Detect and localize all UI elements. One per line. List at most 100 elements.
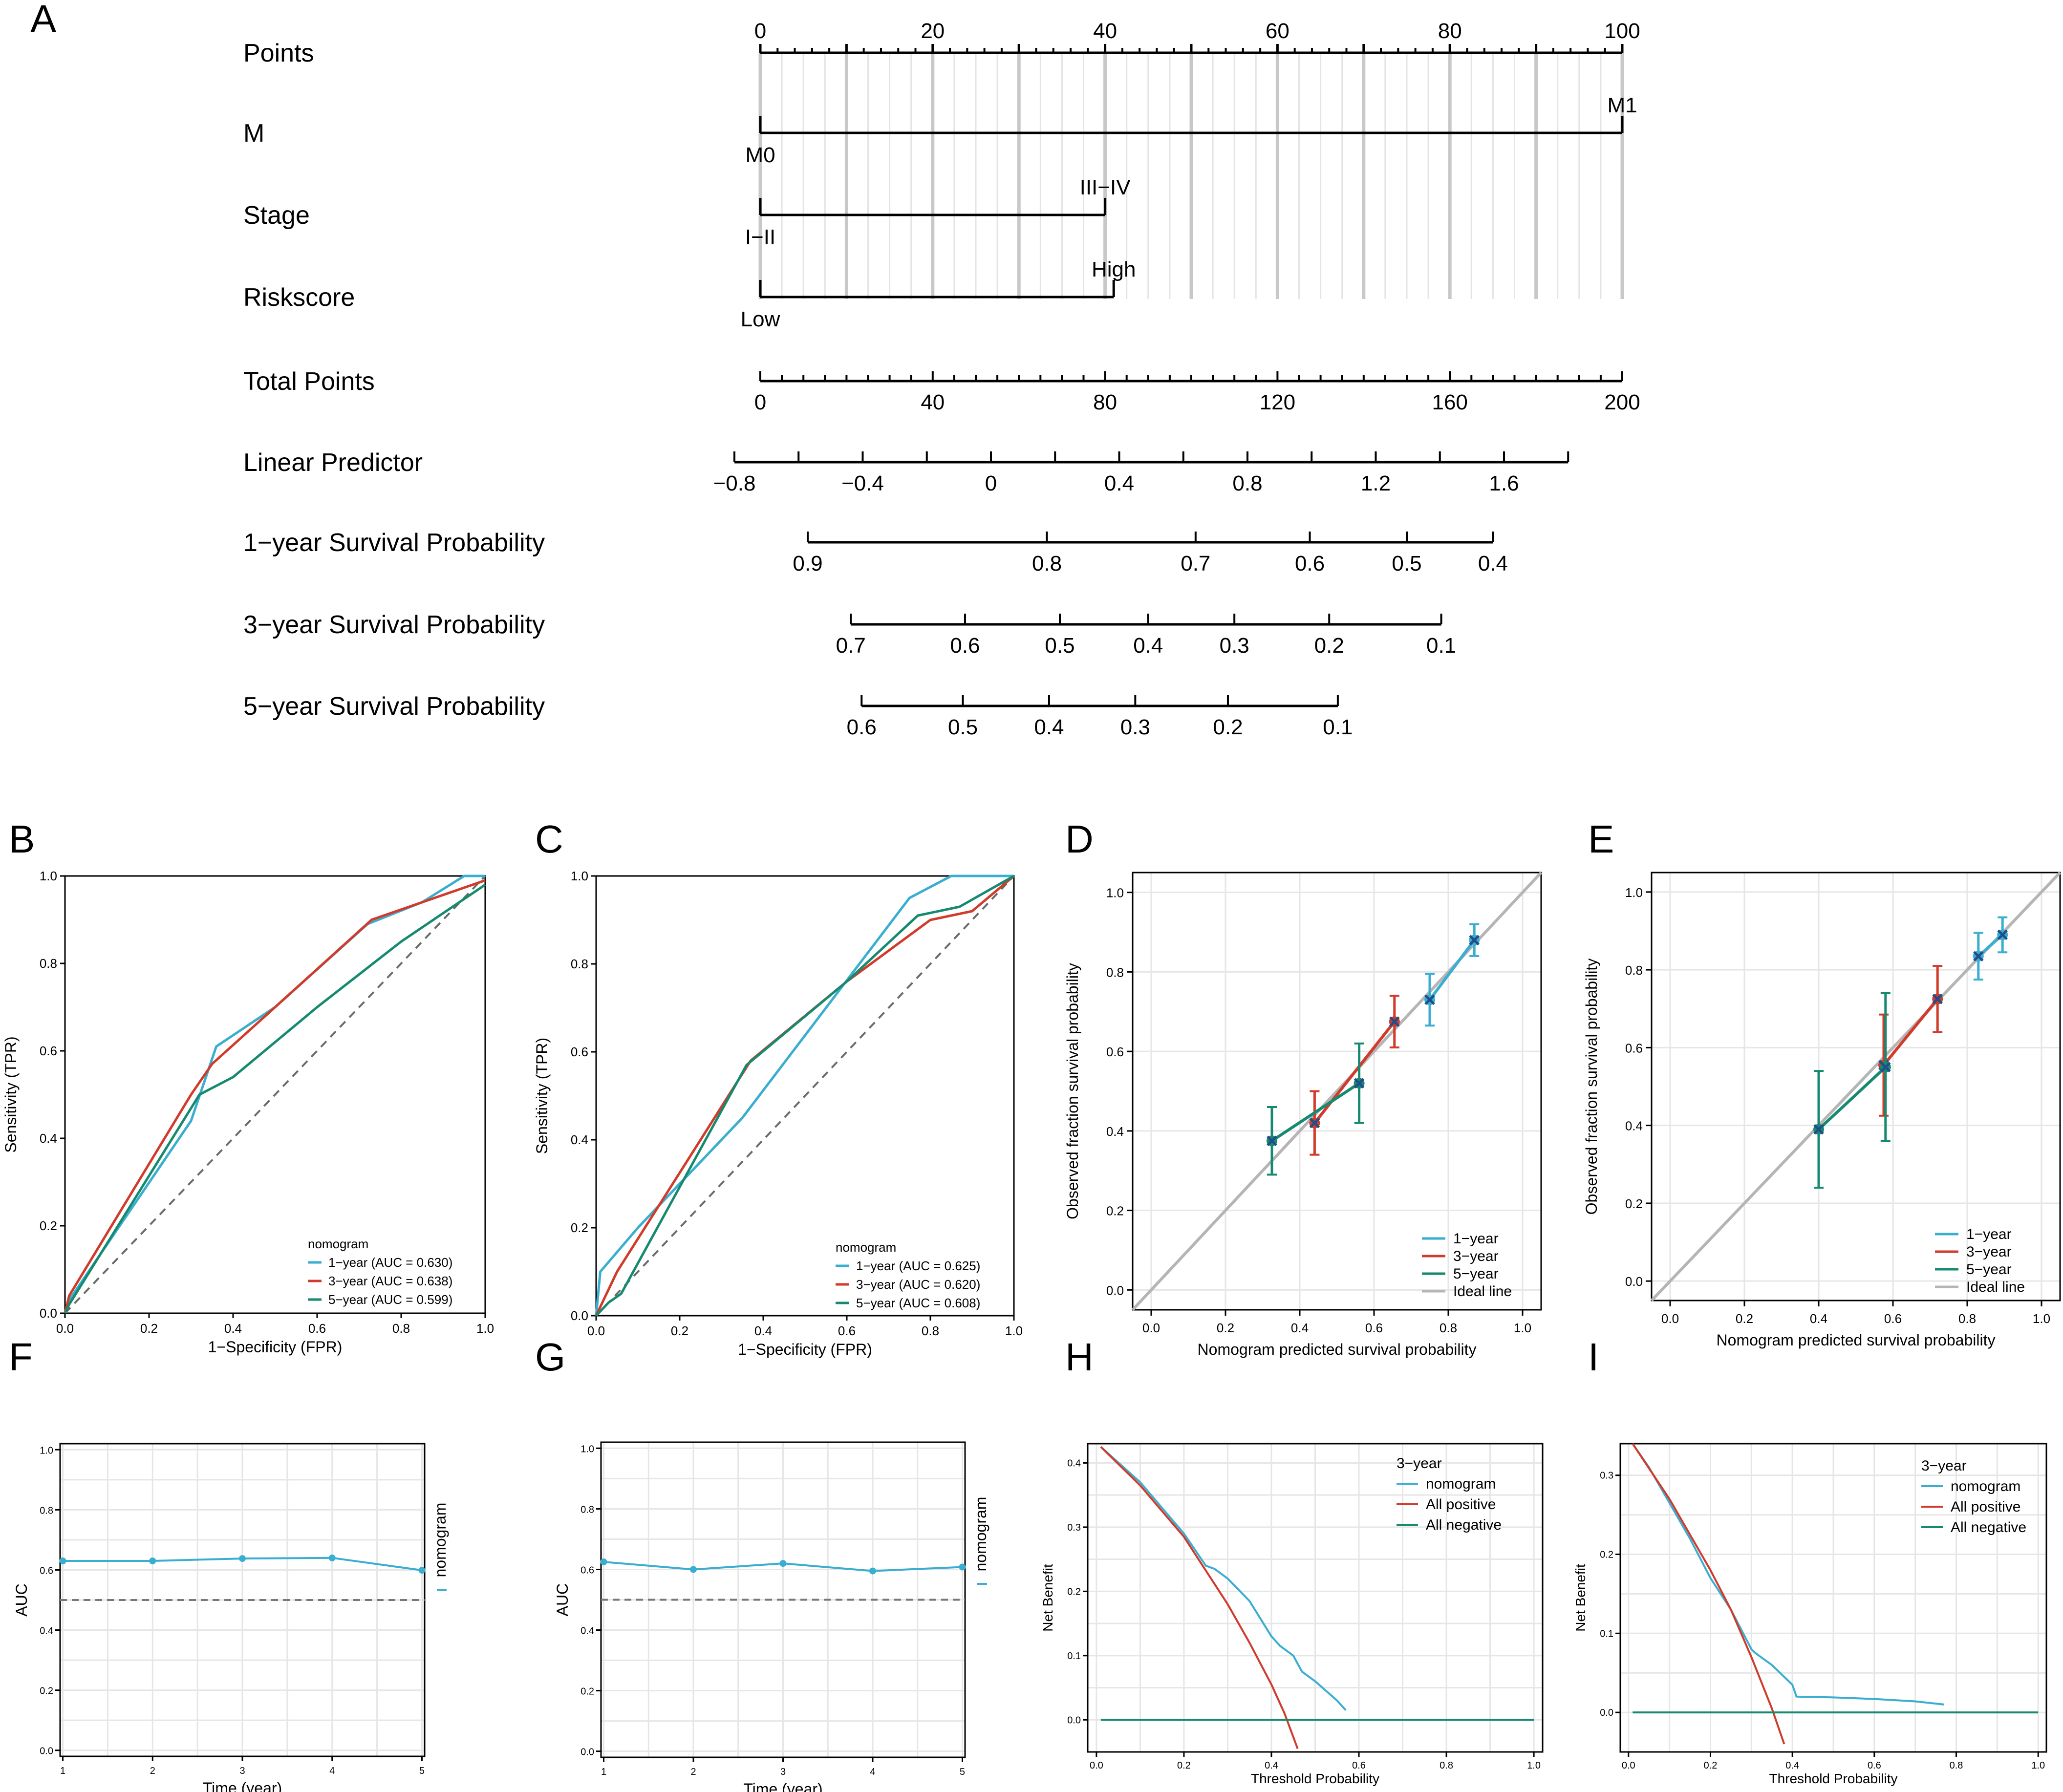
- survival-tick-label: 0.3: [1120, 715, 1150, 739]
- auc-point: [59, 1557, 66, 1564]
- survival-tick-label: 0.9: [793, 552, 822, 576]
- plot-border: [595, 875, 1015, 1317]
- points-tick-label: 20: [921, 19, 945, 43]
- linear-predictor-tick-label: 1.2: [1361, 471, 1391, 495]
- y-tick-label: 0.1: [1067, 1651, 1081, 1662]
- y-tick-label: 0.6: [40, 1565, 53, 1576]
- nomogram-row-label: Total Points: [243, 367, 375, 396]
- x-axis-label: Threshold Probability: [1251, 1771, 1379, 1786]
- x-tick-label: 0.6: [1365, 1321, 1383, 1335]
- y-tick-label: 0.0: [1600, 1707, 1613, 1718]
- x-tick-label: 5: [960, 1767, 965, 1777]
- total-points-tick-label: 0: [754, 390, 766, 414]
- legend-entry: 3−year: [1453, 1248, 1499, 1264]
- panel-letter-b: B: [9, 817, 35, 861]
- x-tick-label: 0.0: [1661, 1311, 1679, 1326]
- legend-entry: 3−year (AUC = 0.638): [328, 1274, 452, 1288]
- panel-letter-e: E: [1588, 817, 1614, 861]
- roc-curve-3: [595, 875, 1015, 1317]
- x-tick-label: 0.6: [1352, 1760, 1366, 1771]
- y-tick-label: 0.4: [40, 1626, 53, 1637]
- y-tick-label: 0.0: [580, 1747, 594, 1758]
- nomogram-row-label: Stage: [243, 201, 310, 230]
- y-axis-label: Net Benefit: [1040, 1564, 1055, 1632]
- x-tick-label: 0.4: [1785, 1760, 1799, 1771]
- legend-label: nomogram: [972, 1497, 989, 1572]
- nomogram-row-label: Riskscore: [243, 283, 355, 312]
- points-tick-label: 40: [1093, 19, 1117, 43]
- legend-entry: 1−year (AUC = 0.630): [328, 1255, 452, 1270]
- y-tick-label: 1.0: [40, 1445, 53, 1456]
- calibration-cross: [1880, 1062, 1891, 1072]
- calibration-line-2: [1313, 1021, 1396, 1124]
- x-tick-label: 0.6: [1884, 1311, 1902, 1326]
- plot-border: [1087, 1443, 1544, 1753]
- y-tick-label: 0.8: [580, 1504, 594, 1515]
- panel-letter-h: H: [1065, 1335, 1094, 1379]
- x-tick-label: 1.0: [2031, 1760, 2045, 1771]
- y-axis-label: AUC: [13, 1583, 30, 1617]
- x-tick-label: 2: [690, 1767, 696, 1777]
- linear-predictor-tick-label: 0.8: [1232, 471, 1262, 495]
- calibration-cross: [1354, 1078, 1365, 1088]
- legend-entry: nomogram: [1426, 1476, 1496, 1492]
- x-tick-label: 1: [601, 1767, 606, 1777]
- y-tick-label: 0.8: [40, 1505, 53, 1516]
- auc-point: [779, 1560, 787, 1567]
- nomogram-row-label: Linear Predictor: [243, 448, 423, 477]
- y-tick-label: 1.0: [580, 1444, 594, 1454]
- x-tick-label: 1: [60, 1766, 65, 1776]
- x-tick-label: 0.6: [838, 1323, 856, 1338]
- y-tick-label: 0.4: [1106, 1124, 1124, 1139]
- panel-letter-i: I: [1588, 1335, 1599, 1379]
- x-tick-label: 0.4: [754, 1323, 772, 1338]
- level-label-low: Low: [741, 307, 780, 331]
- y-tick-label: 1.0: [1625, 885, 1643, 900]
- x-tick-label: 0.2: [1704, 1760, 1718, 1771]
- roc-curve-1: [595, 875, 1014, 1316]
- level-label-high: III−IV: [1080, 175, 1131, 199]
- legend-title: nomogram: [308, 1237, 368, 1251]
- calibration-cross: [1973, 951, 1984, 961]
- survival-tick-label: 0.7: [1181, 552, 1210, 576]
- y-tick-label: 0.2: [1067, 1586, 1081, 1597]
- auc-point: [418, 1567, 426, 1574]
- survival-tick-label: 0.1: [1426, 634, 1456, 658]
- survival-tick-label: 0.4: [1034, 715, 1064, 739]
- legend-entry: 5−year (AUC = 0.599): [328, 1292, 452, 1307]
- x-tick-label: 0.2: [1217, 1321, 1234, 1335]
- nomogram-row-label: 5−year Survival Probability: [243, 692, 545, 721]
- calibration-line-3: [1817, 1066, 1887, 1131]
- survival-tick-label: 0.4: [1478, 552, 1508, 576]
- x-tick-label: 1.0: [1005, 1323, 1023, 1338]
- legend-title: nomogram: [836, 1240, 896, 1255]
- legend-entry: All positive: [1426, 1496, 1496, 1513]
- x-tick-label: 0.6: [308, 1321, 326, 1336]
- y-tick-label: 0.0: [1067, 1715, 1081, 1726]
- calibration-line-3: [1271, 1082, 1360, 1142]
- legend-entry: 3−year (AUC = 0.620): [856, 1277, 980, 1292]
- legend-entry: All negative: [1951, 1519, 2026, 1536]
- y-tick-label: 1.0: [1106, 886, 1124, 900]
- x-axis-label: Nomogram predicted survival probability: [1717, 1331, 1996, 1349]
- x-tick-label: 0.4: [1265, 1760, 1278, 1771]
- plot-panels: 0.0 0.0 0.2 0.2 0.4 0.4 0.6 0.6 0.8 0.8 1.0 1.0 1−Sp…: [2, 869, 2062, 1792]
- x-tick-label: 1.0: [2033, 1311, 2050, 1326]
- x-tick-label: 4: [329, 1766, 335, 1776]
- x-tick-label: 0.8: [1958, 1311, 1976, 1326]
- auc-point: [869, 1567, 876, 1575]
- y-tick-label: 0.8: [1106, 965, 1124, 980]
- x-tick-label: 3: [780, 1767, 786, 1777]
- y-axis-label: Observed fraction survival probability: [1064, 963, 1081, 1219]
- level-label-high: High: [1092, 257, 1136, 281]
- time-auc-panel-g: 1 2 3 4 5 0.0 0.2 0.4 0.6 0.8 1.0 Time (year) AUC nom…: [554, 1441, 989, 1792]
- calibration-cross: [1424, 994, 1435, 1005]
- net-benefit-curve-1: [1632, 1443, 1944, 1706]
- x-axis-label: Threshold Probability: [1769, 1771, 1897, 1786]
- points-tick-label: 60: [1266, 19, 1289, 43]
- x-axis-label: 1−Specificity (FPR): [738, 1341, 872, 1358]
- legend-title: 3−year: [1397, 1455, 1442, 1472]
- plot-border: [1132, 872, 1542, 1311]
- roc-panel-b: 0.00.0 0.2 0.2 0.4 0.4 0.6 0.6 0.8 0.8 1.0 1.0 1−Sp…: [2, 869, 494, 1356]
- x-tick-label: 0.8: [1950, 1760, 1963, 1771]
